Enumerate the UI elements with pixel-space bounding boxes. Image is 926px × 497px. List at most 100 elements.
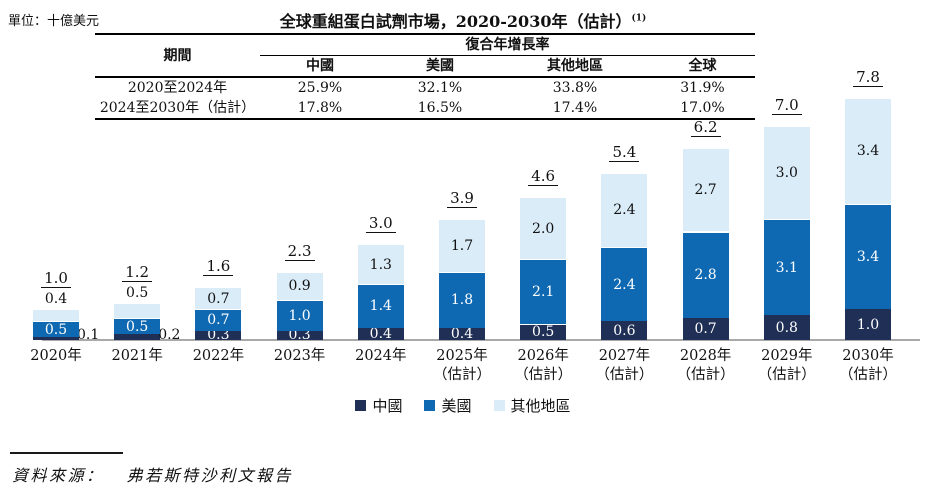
segment-value-label-outside: 0.2 xyxy=(158,327,181,343)
bar-segment-us: 2.8 xyxy=(682,231,729,319)
x-axis-label: 2025年 （估計） xyxy=(414,347,510,385)
bar-segment-us: 0.5 xyxy=(33,321,79,337)
x-axis-line xyxy=(42,339,920,341)
table-header-us: 美國 xyxy=(380,55,500,78)
x-axis-label: 2027年 （估計） xyxy=(576,347,672,385)
segment-value-label: 0.4 xyxy=(450,327,474,340)
chart-title: 全球重組蛋白試劑市場，2020-2030年（估計）(1) xyxy=(0,8,926,32)
x-axis-label-estimate: （估計） xyxy=(839,367,897,383)
segment-value-label: 2.8 xyxy=(694,267,717,284)
bar-segment-other: 0.7 xyxy=(195,287,242,309)
bar-segment-other: 3.0 xyxy=(763,126,810,220)
segment-value-label-outside: 0.5 xyxy=(126,284,149,301)
bar-segment-us: 1.0 xyxy=(276,299,323,331)
legend-item-other-regions: 其他地區 xyxy=(493,395,571,416)
x-axis-label-estimate: （估計） xyxy=(514,367,573,383)
x-axis-label: 2020年 xyxy=(30,348,82,364)
table-header-china: 中國 xyxy=(260,55,380,78)
footnote-rule xyxy=(10,452,123,454)
table-cell: 16.5% xyxy=(417,100,463,116)
segment-value-label: 2.4 xyxy=(613,202,636,219)
bar-segment-us: 2.1 xyxy=(520,259,567,325)
bar-segment-other: 0.9 xyxy=(276,271,323,300)
bar-segment-us: 1.8 xyxy=(439,271,485,328)
segment-value-label: 0.7 xyxy=(694,321,717,338)
x-axis-label-estimate: （估計） xyxy=(595,367,654,383)
segment-value-label: 1.4 xyxy=(369,298,392,315)
bar-segment-china: 0.5 xyxy=(520,324,567,340)
total-value-label: 7.8 xyxy=(833,69,903,88)
x-axis-label: 2023年 xyxy=(273,348,326,364)
total-value-label: 3.0 xyxy=(346,214,416,233)
segment-value-label: 0.3 xyxy=(288,330,311,340)
table-row: 2020至2024年 25.9% 32.1% 33.8% 31.9% xyxy=(95,77,755,98)
legend-label: 中國 xyxy=(372,397,403,415)
table-header-cagr-group: 復合年增長率 xyxy=(260,34,755,56)
segment-value-label: 0.5 xyxy=(126,318,149,334)
x-axis-label: 2021年 xyxy=(111,348,163,364)
bar-segment-china xyxy=(33,336,79,340)
bar-segment-other xyxy=(33,309,79,322)
legend-label: 其他地區 xyxy=(510,397,571,415)
total-value-label: 4.6 xyxy=(508,168,578,187)
segment-value-label: 1.7 xyxy=(450,237,474,254)
legend-swatch-us-icon xyxy=(424,400,436,411)
bar-segment-us: 0.5 xyxy=(114,318,161,334)
chart-title-text: 全球重組蛋白試劑市場，2020-2030年（估計） xyxy=(279,12,632,31)
segment-value-label-outside: 0.4 xyxy=(44,291,68,307)
segment-value-label: 2.1 xyxy=(532,284,555,301)
bar-segment-other: 2.7 xyxy=(682,147,729,232)
bar-segment-us: 3.1 xyxy=(763,219,810,316)
bar-segment-china: 0.4 xyxy=(357,327,404,340)
bar-segment-other: 2.4 xyxy=(601,172,648,247)
segment-value-label: 1.0 xyxy=(856,316,880,333)
table-cell: 17.4% xyxy=(552,100,598,116)
bar-segment-china: 0.3 xyxy=(195,330,242,340)
legend-item-china: 中國 xyxy=(355,395,402,416)
x-axis-label: 2026年 （估計） xyxy=(495,347,591,385)
segment-value-label: 0.5 xyxy=(532,324,555,340)
total-value-label: 1.6 xyxy=(183,258,253,277)
footnote-marker: (1) xyxy=(631,13,647,24)
segment-value-label: 3.1 xyxy=(775,259,798,276)
segment-value-label-outside: 0.1 xyxy=(77,327,100,343)
total-value-label: 1.2 xyxy=(102,263,172,282)
segment-value-label: 0.8 xyxy=(775,319,798,336)
segment-value-label: 0.4 xyxy=(369,327,392,340)
total-value-label: 2.3 xyxy=(265,242,335,261)
bar-segment-other xyxy=(114,302,161,319)
segment-value-label: 2.4 xyxy=(613,276,636,293)
table-row: 2024至2030年（估計） 17.8% 16.5% 17.4% 17.0% xyxy=(95,98,755,119)
x-axis-label: 2028年 （估計） xyxy=(658,347,754,385)
segment-value-label: 2.0 xyxy=(532,220,555,237)
bar-segment-china: 0.7 xyxy=(682,318,729,340)
legend-swatch-other-icon xyxy=(493,400,505,411)
legend-label: 美國 xyxy=(441,397,472,415)
cagr-table: 期間 復合年增長率 中國 美國 其他地區 全球 2020至2024年 25.9%… xyxy=(95,33,755,120)
bar-segment-other: 3.4 xyxy=(845,98,891,204)
legend-item-us: 美國 xyxy=(424,395,472,416)
bar-segment-us: 3.4 xyxy=(845,203,891,309)
table-cell: 17.8% xyxy=(297,100,343,116)
table-header-global: 全球 xyxy=(650,55,755,78)
x-axis-label-estimate: （估計） xyxy=(433,367,491,383)
segment-value-label: 3.4 xyxy=(856,248,880,265)
x-axis-label-estimate: （估計） xyxy=(676,367,735,383)
table-cell: 31.9% xyxy=(680,80,725,96)
unit-label: 單位：十億美元 xyxy=(8,14,100,29)
segment-value-label: 2.7 xyxy=(694,182,717,199)
bar-segment-china: 1.0 xyxy=(845,309,891,340)
table-cell: 17.0% xyxy=(680,100,725,116)
bar-segment-other: 1.7 xyxy=(439,219,485,272)
total-value-label: 7.0 xyxy=(752,97,822,116)
x-axis-label: 2024年 xyxy=(355,348,407,364)
segment-value-label: 0.3 xyxy=(207,330,230,340)
table-cell: 25.9% xyxy=(297,80,343,96)
segment-value-label: 1.0 xyxy=(288,307,311,324)
chart-legend: 中國 美國 其他地區 xyxy=(0,395,926,416)
source-text: 弗若斯特沙利文報告 xyxy=(126,466,294,485)
table-cell-period: 2024至2030年（估計） xyxy=(99,100,256,116)
segment-value-label: 1.3 xyxy=(369,256,392,273)
